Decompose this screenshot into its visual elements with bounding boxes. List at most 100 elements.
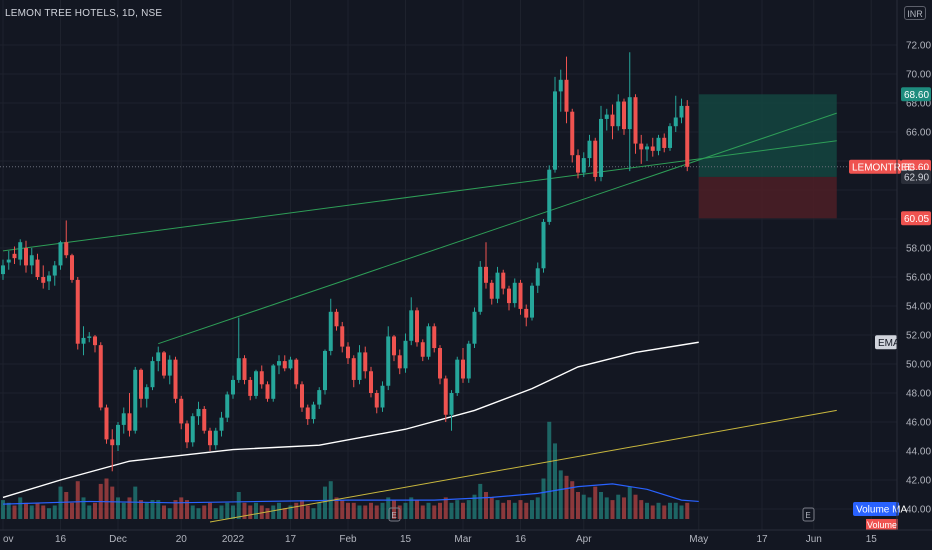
volume-bar — [323, 486, 327, 519]
candle-body — [93, 336, 97, 346]
volume-bar — [346, 502, 350, 519]
y-tick-label: 48.00 — [906, 389, 931, 400]
volume-tag: Volume — [867, 520, 897, 530]
candle-body — [397, 355, 402, 369]
volume-bar — [265, 508, 270, 519]
candle-body — [6, 259, 11, 263]
volume-bar — [507, 500, 511, 519]
candle-body — [581, 158, 586, 173]
event-marker-label: E — [391, 511, 396, 520]
candle-body — [167, 359, 172, 376]
x-tick-label: 15 — [400, 534, 412, 545]
candle-body — [472, 311, 477, 344]
y-tick-label: 54.00 — [906, 302, 931, 313]
ema-line — [2, 341, 699, 499]
volume-bar — [294, 502, 299, 519]
volume-bar — [41, 505, 46, 519]
volume-bar — [581, 494, 586, 519]
y-tick-label: 58.00 — [906, 244, 931, 255]
volume-bar — [357, 505, 362, 519]
candle-body — [340, 326, 345, 347]
volume-bar — [75, 481, 80, 519]
candle-body — [633, 97, 638, 144]
volume-bar — [558, 470, 563, 519]
x-tick-label: 16 — [515, 534, 527, 545]
volume-bar — [461, 502, 465, 519]
volume-bar — [305, 505, 310, 519]
volume-bar — [231, 505, 235, 519]
volume-bar — [484, 492, 488, 519]
volume-bar — [70, 502, 74, 519]
y-tick-label: 66.00 — [906, 128, 931, 139]
candle-body — [587, 140, 592, 159]
candle-body — [455, 359, 460, 393]
volume-bar — [12, 505, 17, 519]
candle-body — [29, 255, 34, 266]
candle-body — [317, 390, 322, 405]
target-zone — [698, 94, 837, 177]
candle-body — [116, 424, 120, 446]
volume-bar — [524, 502, 529, 519]
candle-body — [219, 417, 224, 431]
candle-body — [231, 379, 235, 395]
volume-bar — [173, 500, 178, 519]
candle-body — [305, 407, 310, 420]
volume-bar — [564, 475, 569, 519]
volume-bar — [24, 502, 28, 519]
volume-ma-tag: Volume MA — [856, 505, 907, 516]
volume-bar — [93, 502, 97, 519]
candle-body — [121, 413, 126, 425]
candle-body — [610, 114, 615, 127]
volume-bar — [179, 497, 184, 519]
volume-bar — [225, 502, 230, 519]
candle-body — [478, 266, 483, 312]
y-tick-label: 46.00 — [906, 418, 931, 429]
candle-body — [357, 352, 362, 380]
volume-ma-line — [2, 483, 699, 505]
volume-bar — [87, 505, 92, 519]
volume-bar — [351, 502, 356, 519]
currency-badge[interactable]: INR — [904, 6, 926, 20]
stop-price-tag-bg — [901, 211, 931, 226]
x-tick-label: Apr — [576, 534, 592, 545]
ticker-tag-bg — [849, 159, 901, 174]
x-tick-label: Dec — [109, 534, 127, 545]
x-tick-label: 20 — [176, 534, 188, 545]
volume-bar — [449, 502, 454, 519]
volume-bar — [254, 502, 258, 519]
candle-body — [242, 358, 247, 380]
ema-tag: EMA — [878, 338, 900, 349]
volume-bar — [455, 500, 460, 519]
candle-body — [254, 371, 258, 396]
entry-price-tag-bg — [901, 169, 931, 184]
candle-body — [18, 242, 23, 260]
target-price-tag: 68.60 — [904, 90, 929, 101]
volume-bar — [190, 505, 195, 519]
volume-bar — [622, 497, 626, 519]
volume-bar — [47, 508, 51, 519]
volume-bar — [650, 505, 655, 519]
volume-bar — [627, 486, 632, 519]
y-tick-label: 68.00 — [906, 99, 931, 110]
candle-body — [426, 326, 431, 357]
candle-body — [380, 385, 385, 408]
candle-body — [576, 155, 580, 173]
trendline-upper-green — [2, 140, 837, 252]
candle-body — [495, 272, 500, 299]
candle-body — [369, 371, 373, 393]
volume-bar — [547, 421, 552, 519]
candle-body — [173, 359, 178, 399]
ticker-tag: LEMONTREE — [852, 162, 915, 173]
volume-bar — [52, 505, 57, 519]
candle-body — [346, 346, 350, 359]
volume-bar — [236, 492, 241, 519]
candle-body — [616, 101, 621, 127]
volume-bar — [18, 497, 23, 519]
y-tick-label: 44.00 — [906, 447, 931, 458]
candle-body — [236, 358, 241, 380]
candle-body — [518, 282, 523, 309]
volume-bar — [202, 505, 207, 519]
volume-bar — [472, 494, 477, 519]
trendline-mid-green — [158, 112, 837, 345]
